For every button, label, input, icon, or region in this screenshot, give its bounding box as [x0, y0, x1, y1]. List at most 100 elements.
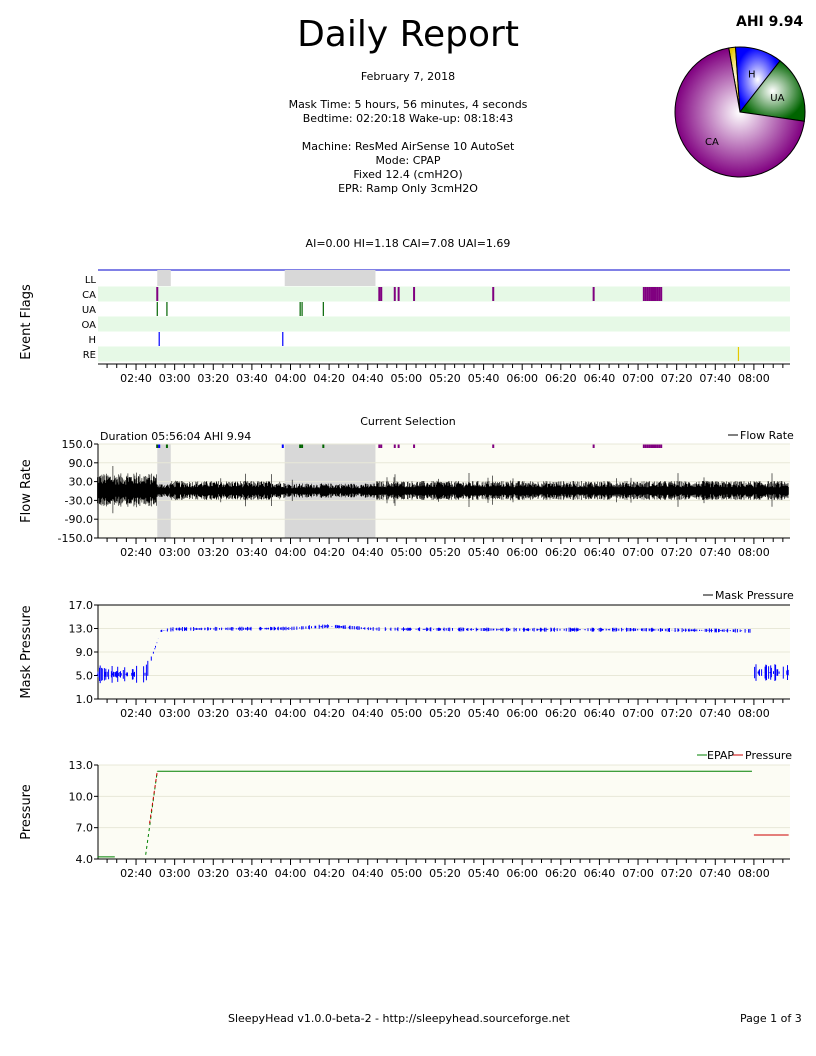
y-axis-label: Event Flags [19, 284, 34, 360]
x-tick-label: 06:20 [545, 546, 577, 559]
y-tick-label: 17.0 [69, 599, 94, 612]
x-tick-label: 04:40 [352, 546, 384, 559]
x-tick-label: 02:40 [120, 867, 152, 880]
x-tick-label: 04:20 [313, 707, 345, 720]
event-flags-chart: Event Flags LL CA UA OA H RE 02:40 03:00 03:20 03:… [19, 269, 790, 385]
x-tick-label: 07:00 [622, 707, 654, 720]
report-date: February 7, 2018 [360, 70, 456, 83]
footer-app: SleepyHead v1.0.0-beta-2 - http://sleepy… [228, 1012, 570, 1025]
flag-row-band [98, 316, 790, 332]
x-tick-label: 03:40 [236, 372, 268, 385]
x-tick-label: 06:20 [545, 372, 577, 385]
x-tick-label: 08:00 [738, 707, 770, 720]
x-tick-label: 05:40 [468, 867, 500, 880]
x-tick-label: 02:40 [120, 546, 152, 559]
x-tick-label: 04:00 [275, 707, 307, 720]
x-tick-label: 07:40 [699, 546, 731, 559]
x-tick-label: 05:40 [468, 707, 500, 720]
pie-label-ua: UA [770, 93, 784, 104]
x-tick-label: 04:00 [275, 546, 307, 559]
x-tick-label: 07:20 [661, 707, 693, 720]
chart-title: Current Selection [360, 415, 456, 428]
x-tick-label: 04:00 [275, 372, 307, 385]
y-tick-label: -30.0 [65, 494, 93, 507]
x-tick-label: 05:00 [390, 707, 422, 720]
x-tick-label: 08:00 [738, 867, 770, 880]
x-tick-label: 06:00 [506, 546, 538, 559]
x-tick-label: 04:40 [352, 707, 384, 720]
x-tick-label: 03:00 [159, 372, 191, 385]
x-tick-label: 04:20 [313, 867, 345, 880]
ll-span [157, 270, 171, 286]
pressure-series [149, 771, 158, 824]
x-tick-label: 07:20 [661, 867, 693, 880]
x-tick-label: 07:20 [661, 372, 693, 385]
x-tick-label: 05:40 [468, 546, 500, 559]
x-tick-label: 06:20 [545, 867, 577, 880]
y-tick-label: 90.0 [69, 457, 94, 470]
event-indices: AI=0.00 HI=1.18 CAI=7.08 UAI=1.69 [305, 237, 511, 250]
x-tick-label: 06:40 [584, 546, 616, 559]
x-tick-label: 03:20 [197, 867, 229, 880]
x-tick-label: 03:40 [236, 707, 268, 720]
x-tick-label: 02:40 [120, 372, 152, 385]
x-tick-label: 03:20 [197, 546, 229, 559]
x-tick-label: 06:40 [584, 867, 616, 880]
x-tick-label: 06:00 [506, 372, 538, 385]
y-tick-label: 10.0 [69, 790, 94, 803]
y-tick-label: 13.0 [69, 759, 94, 772]
y-tick-label: 1.0 [76, 693, 94, 706]
x-tick-label: 03:20 [197, 372, 229, 385]
x-tick-label: 03:00 [159, 546, 191, 559]
epr: EPR: Ramp Only 3cmH2O [338, 182, 478, 195]
machine: Machine: ResMed AirSense 10 AutoSet [301, 140, 515, 153]
x-tick-label: 04:20 [313, 372, 345, 385]
x-tick-label: 06:40 [584, 707, 616, 720]
pressure-chart: Pressure 13.0 10.0 7.0 4.0 EPAP Pressure 02:40 0… [19, 749, 792, 880]
x-tick-label: 07:40 [699, 707, 731, 720]
footer-page: Page 1 of 3 [740, 1012, 802, 1025]
x-tick-label: 06:00 [506, 867, 538, 880]
x-tick-label: 07:00 [622, 546, 654, 559]
x-tick-label: 05:20 [429, 867, 461, 880]
y-tick-label: 7.0 [76, 822, 94, 835]
flag-row-band [98, 346, 790, 362]
pie-slice-ca [674, 47, 805, 178]
chart-subtitle: Duration 05:56:04 AHI 9.94 [100, 430, 251, 443]
flow-rate-chart: Current Selection Duration 05:56:04 AHI 9… [19, 415, 794, 559]
x-tick-label: 06:40 [584, 372, 616, 385]
bedtime: Bedtime: 02:20:18 Wake-up: 08:18:43 [302, 112, 514, 125]
y-tick-label: 13.0 [69, 623, 94, 636]
epap-series [145, 771, 158, 855]
x-tick-label: 07:00 [622, 372, 654, 385]
y-tick-label: 150.0 [62, 438, 94, 451]
x-tick-label: 07:20 [661, 546, 693, 559]
fixed-pressure: Fixed 12.4 (cmH2O) [353, 168, 463, 181]
x-tick-label: 08:00 [738, 372, 770, 385]
flag-row-band [98, 286, 790, 302]
flow-series [97, 466, 789, 514]
x-tick-label: 04:00 [275, 867, 307, 880]
ll-span [284, 270, 376, 286]
x-tick-label: 06:00 [506, 707, 538, 720]
y-axis-label: Flow Rate [19, 459, 34, 523]
y-tick-label: 5.0 [76, 670, 94, 683]
row-label-ca: CA [82, 290, 96, 301]
row-label-ll: LL [85, 275, 97, 286]
row-label-oa: OA [81, 320, 96, 331]
mode: Mode: CPAP [375, 154, 441, 167]
legend-label-flow: Flow Rate [740, 429, 794, 442]
x-tick-label: 03:00 [159, 707, 191, 720]
y-axis-label: Pressure [19, 784, 34, 840]
ahi-summary: AHI 9.94 [736, 14, 804, 30]
legend-label-epap: EPAP [707, 749, 734, 762]
x-tick-label: 03:00 [159, 867, 191, 880]
x-tick-label: 02:40 [120, 707, 152, 720]
x-tick-label: 05:00 [390, 372, 422, 385]
x-tick-label: 05:20 [429, 707, 461, 720]
row-label-ua: UA [82, 305, 96, 316]
y-tick-label: 9.0 [76, 646, 94, 659]
x-tick-label: 04:20 [313, 546, 345, 559]
x-tick-label: 04:40 [352, 867, 384, 880]
y-axis-label: Mask Pressure [19, 605, 34, 698]
